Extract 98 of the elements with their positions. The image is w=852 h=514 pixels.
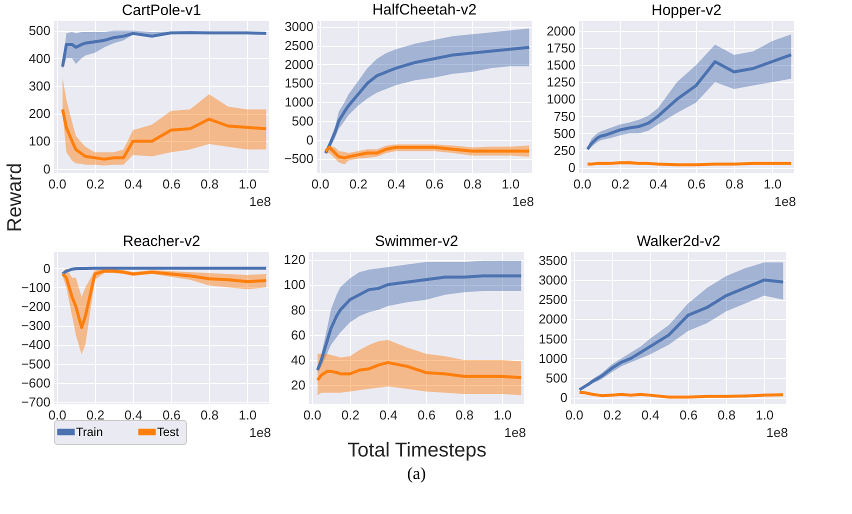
y-tick-label: 300 bbox=[28, 78, 50, 94]
chart-title: HalfCheetah-v2 bbox=[372, 2, 477, 19]
x-tick-label: 0.0 bbox=[565, 408, 584, 422]
x-tick-label: 0.4 bbox=[124, 176, 142, 192]
y-tick-label: 200 bbox=[28, 106, 50, 122]
x-tick-label: 0.0 bbox=[573, 176, 592, 192]
chart-title: CartPole-v1 bbox=[122, 2, 202, 19]
y-tick-label: 100 bbox=[284, 277, 306, 292]
y-tick-label: 3000 bbox=[538, 272, 568, 288]
x-tick-label: 0.4 bbox=[641, 408, 660, 422]
y-tick-label: 2000 bbox=[538, 312, 568, 327]
y-tick-label: 400 bbox=[28, 50, 50, 66]
x-tick-label: 0.2 bbox=[86, 408, 104, 422]
y-tick-label: −700 bbox=[21, 394, 50, 410]
x-tick-label: 0.8 bbox=[464, 176, 482, 192]
text: 1e8 bbox=[249, 425, 271, 440]
x-tick-label: 0.2 bbox=[341, 408, 360, 422]
y-tick-label: 60 bbox=[291, 327, 306, 342]
x-tick-label: 0.8 bbox=[200, 176, 219, 192]
x-tick-label: 0.0 bbox=[311, 176, 330, 192]
x-tick-label: 0.2 bbox=[86, 176, 104, 192]
y-tick-label: 2000 bbox=[284, 56, 314, 72]
x-tick-label: 0.6 bbox=[425, 176, 444, 192]
y-tick-label: 500 bbox=[554, 126, 576, 141]
y-tick-label: 120 bbox=[284, 252, 306, 268]
y-tick-label: 40 bbox=[291, 352, 306, 368]
y-tick-label: −300 bbox=[21, 318, 50, 334]
y-tick-label: 1500 bbox=[546, 58, 576, 73]
y-tick-label: −600 bbox=[21, 375, 50, 390]
x-tick-label: 0.6 bbox=[687, 176, 706, 192]
x-tick-label: 0.4 bbox=[387, 176, 406, 192]
y-tick-label: 80 bbox=[291, 302, 306, 318]
y-tick-label: 250 bbox=[554, 142, 576, 158]
x-tick-label: 0.6 bbox=[162, 408, 181, 422]
y-tick-label: 1500 bbox=[284, 76, 314, 91]
chart-title: Reacher-v2 bbox=[122, 233, 200, 250]
y-tick-label: 3000 bbox=[284, 19, 314, 34]
x-tick-label: 0.6 bbox=[679, 408, 698, 422]
y-tick-label: 1000 bbox=[284, 94, 314, 110]
y-tick-label: 2500 bbox=[284, 38, 314, 54]
x-tick-label: 0.4 bbox=[379, 408, 398, 422]
y-tick-label: 1000 bbox=[538, 350, 568, 366]
chart-title: Hopper-v2 bbox=[651, 2, 722, 19]
y-tick-label: −100 bbox=[21, 280, 50, 295]
x-tick-label: 1.0 bbox=[502, 176, 520, 192]
y-tick-label: 0 bbox=[306, 132, 314, 148]
text: 1e8 bbox=[766, 425, 788, 440]
legend-label: Train bbox=[76, 425, 103, 439]
y-tick-label: −500 bbox=[21, 356, 50, 372]
y-tick-label: 500 bbox=[546, 370, 568, 386]
x-tick-label: 0.6 bbox=[162, 176, 181, 192]
x-tick-label: 1.0 bbox=[238, 408, 257, 422]
y-tick-label: 100 bbox=[28, 134, 50, 149]
y-tick-label: 1000 bbox=[546, 92, 576, 107]
text: (a) bbox=[407, 464, 426, 483]
chart-title: Swimmer-v2 bbox=[374, 233, 458, 250]
x-tick-label: 0.8 bbox=[718, 408, 736, 422]
text: 1e8 bbox=[504, 425, 526, 440]
x-tick-label: 0.8 bbox=[456, 408, 474, 422]
y-tick-label: 0 bbox=[568, 160, 576, 176]
x-tick-label: 0.4 bbox=[124, 408, 142, 422]
x-tick-label: 0.6 bbox=[417, 408, 436, 422]
x-tick-label: 1.0 bbox=[238, 176, 257, 192]
x-tick-label: 0.4 bbox=[649, 176, 668, 192]
y-tick-label: 2000 bbox=[546, 23, 576, 38]
y-tick-label: −200 bbox=[21, 298, 50, 314]
text: 1e8 bbox=[774, 194, 796, 209]
x-tick-label: 0.0 bbox=[48, 408, 66, 422]
y-tick-label: 1500 bbox=[538, 331, 568, 346]
y-tick-label: −500 bbox=[284, 151, 314, 166]
x-tick-label: 1.0 bbox=[494, 408, 512, 422]
y-tick-label: 3500 bbox=[538, 252, 568, 268]
x-tick-label: 0.0 bbox=[303, 408, 322, 422]
y-tick-label: 750 bbox=[554, 108, 576, 124]
chart-title: Walker2d-v2 bbox=[636, 233, 720, 250]
x-tick-label: 1.0 bbox=[756, 408, 774, 422]
y-tick-label: 1250 bbox=[546, 74, 576, 90]
legend-label: Test bbox=[157, 425, 180, 439]
x-tick-label: 0.0 bbox=[48, 176, 66, 192]
text: 1e8 bbox=[512, 194, 534, 209]
x-tick-label: 0.2 bbox=[611, 176, 630, 192]
x-tick-label: 0.8 bbox=[200, 408, 219, 422]
y-tick-label: 500 bbox=[292, 113, 314, 128]
y-tick-label: −400 bbox=[21, 337, 50, 352]
x-tick-label: 0.2 bbox=[349, 176, 368, 192]
y-tick-label: 2500 bbox=[538, 292, 568, 308]
y-axis-title: Reward bbox=[4, 163, 26, 232]
x-tick-label: 0.2 bbox=[603, 408, 622, 422]
text: 1e8 bbox=[249, 194, 271, 209]
x-tick-label: 1.0 bbox=[764, 176, 782, 192]
y-tick-label: 20 bbox=[291, 378, 306, 393]
y-tick-label: 500 bbox=[28, 23, 50, 38]
x-tick-label: 0.8 bbox=[726, 176, 744, 192]
y-tick-label: 0 bbox=[43, 260, 50, 276]
y-tick-label: 1750 bbox=[546, 40, 576, 56]
x-axis-title: Total Timesteps bbox=[348, 440, 486, 462]
y-tick-label: 0 bbox=[560, 390, 568, 406]
y-tick-label: 0 bbox=[43, 161, 50, 176]
